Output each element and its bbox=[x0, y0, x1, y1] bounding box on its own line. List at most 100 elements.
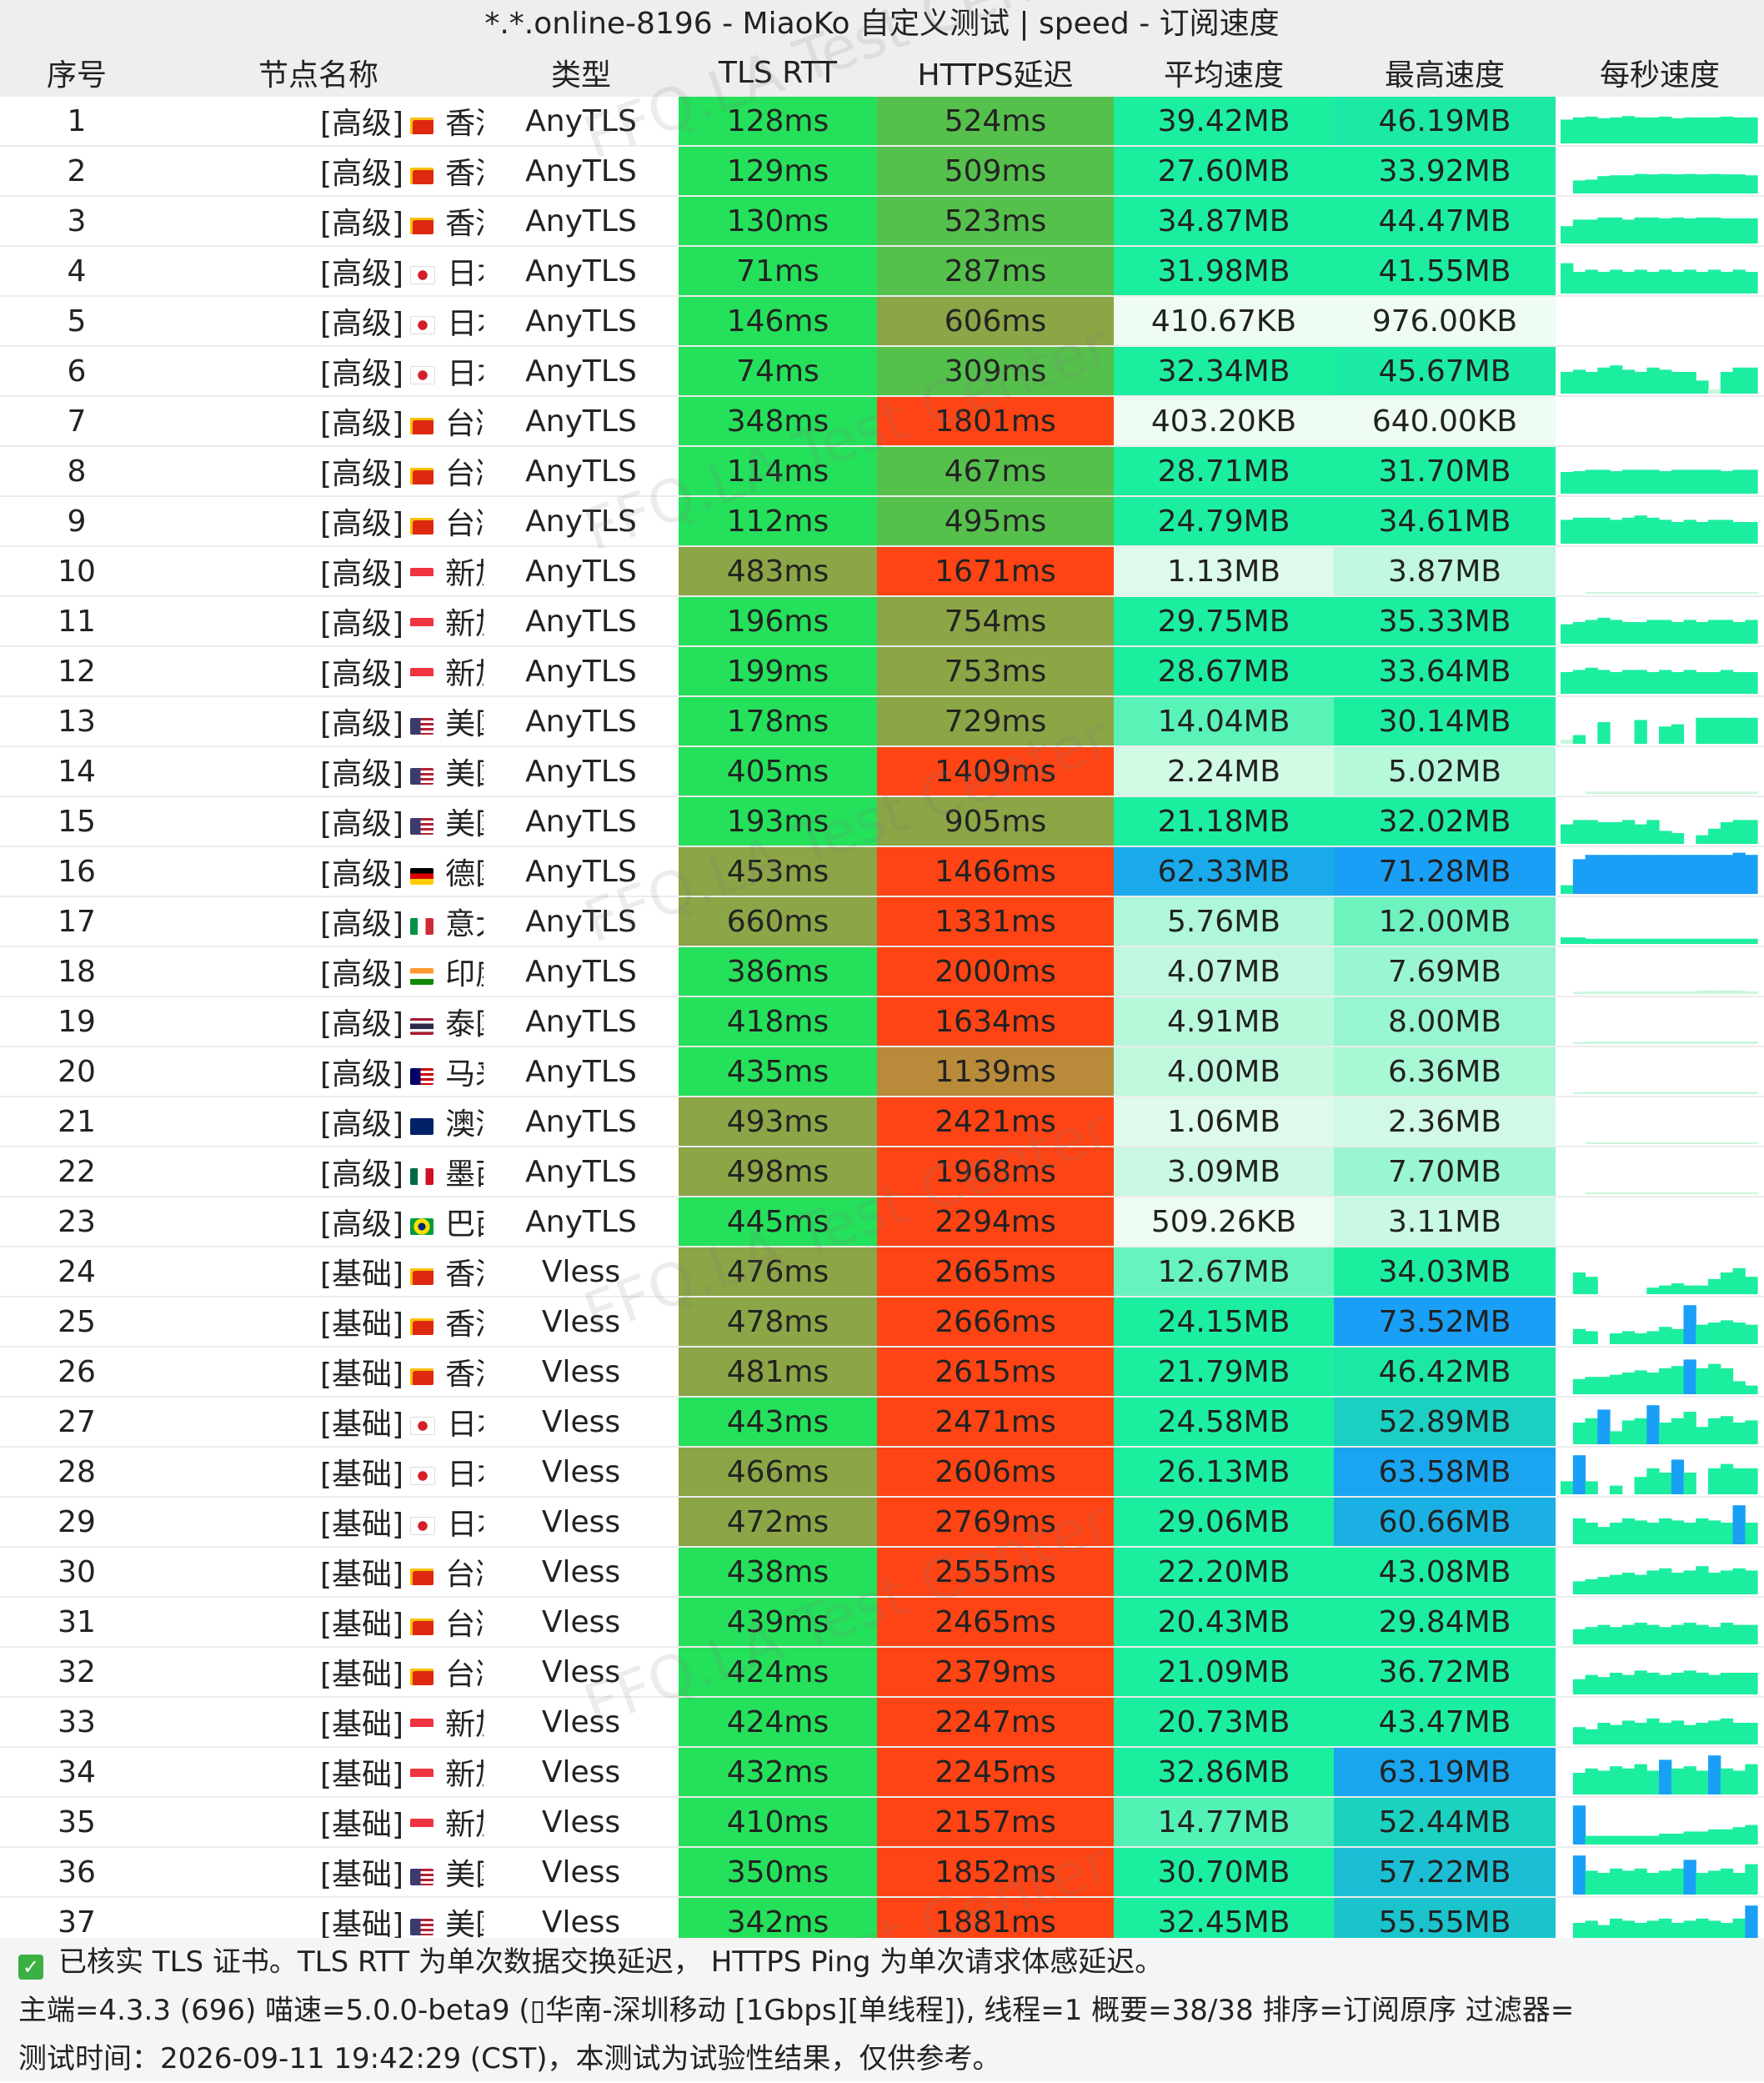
sparkline-bar bbox=[1659, 1192, 1672, 1194]
sparkline-bar bbox=[1634, 1092, 1647, 1094]
header-index[interactable]: 序号 bbox=[0, 48, 153, 97]
sparkline-bar bbox=[1597, 217, 1611, 243]
node-tier-label: [高级] bbox=[320, 457, 404, 491]
avg-speed-cell: 34.87MB bbox=[1114, 196, 1334, 247]
sparkline-bar bbox=[1597, 1770, 1611, 1794]
header-https-latency[interactable]: HTTPS延迟 bbox=[877, 48, 1114, 97]
protocol-type-cell: AnyTLS bbox=[484, 696, 679, 747]
table-row[interactable]: 31 [基础] 台湾 02Vless439ms2465ms20.43MB29.84M… bbox=[0, 1597, 1764, 1648]
sparkline-bar bbox=[1683, 1523, 1696, 1544]
sparkline-bar bbox=[1708, 1755, 1721, 1794]
table-row[interactable]: 23 [高级] 巴西 01AnyTLS445ms2294ms509.26KB3.11… bbox=[0, 1197, 1764, 1247]
table-row[interactable]: 12 [高级] 新加坡 03AnyTLS199ms753ms28.67MB33.64… bbox=[0, 646, 1764, 697]
table-row[interactable]: 15 [高级] 美国 03AnyTLS193ms905ms21.18MB32.02M… bbox=[0, 796, 1764, 847]
table-row[interactable]: 25 [基础] 香港 02Vless478ms2666ms24.15MB73.52M… bbox=[0, 1297, 1764, 1348]
table-row[interactable]: 11 [高级] 新加坡 02AnyTLS196ms754ms29.75MB35.33… bbox=[0, 596, 1764, 647]
avg-speed-cell: 29.06MB bbox=[1114, 1497, 1334, 1548]
sparkline-bar bbox=[1745, 117, 1758, 143]
sparkline-bar bbox=[1745, 1142, 1758, 1144]
protocol-type-cell: AnyTLS bbox=[484, 996, 679, 1047]
max-speed-cell: 3.87MB bbox=[1334, 546, 1556, 597]
sparkline-bar bbox=[1634, 1370, 1647, 1394]
header-node-name[interactable]: 节点名称 bbox=[153, 48, 484, 97]
node-name-label: 新加坡 01 bbox=[445, 557, 484, 591]
header-max-speed[interactable]: 最高速度 bbox=[1334, 48, 1556, 97]
sparkline-bar bbox=[1708, 1870, 1721, 1895]
sparkline-bar bbox=[1597, 855, 1611, 894]
table-row[interactable]: 28 [基础] 日本 02Vless466ms2606ms26.13MB63.58M… bbox=[0, 1447, 1764, 1498]
sparkline-bar bbox=[1671, 672, 1685, 694]
sparkline-bar bbox=[1696, 1873, 1709, 1895]
sparkline-bar bbox=[1671, 174, 1685, 193]
table-row[interactable]: 33 [基础] 新加坡 01Vless424ms2247ms20.73MB43.47… bbox=[0, 1697, 1764, 1748]
sparkline-bar bbox=[1621, 219, 1636, 243]
flag-sg-icon bbox=[410, 568, 434, 585]
speed-sparkline bbox=[1561, 116, 1758, 143]
sparkline-bar bbox=[1745, 1723, 1758, 1744]
table-row[interactable]: 27 [基础] 日本 01Vless443ms2471ms24.58MB52.89M… bbox=[0, 1397, 1764, 1448]
table-row[interactable]: 7 [高级] 台湾 01AnyTLS348ms1801ms403.20KB640.0… bbox=[0, 396, 1764, 447]
header-avg-speed[interactable]: 平均速度 bbox=[1114, 48, 1334, 97]
row-index-cell: 7 bbox=[0, 396, 153, 447]
sparkline-bar bbox=[1634, 1623, 1647, 1644]
table-row[interactable]: 13 [高级] 美国 01AnyTLS178ms729ms14.04MB30.14M… bbox=[0, 696, 1764, 747]
sparkline-bar bbox=[1720, 1829, 1734, 1845]
sparkline-bar bbox=[1621, 272, 1636, 294]
table-row[interactable]: 36 [基础] 美国 01Vless350ms1852ms30.70MB57.22M… bbox=[0, 1847, 1764, 1898]
table-row[interactable]: 24 [基础] 香港 01Vless476ms2665ms12.67MB34.03M… bbox=[0, 1247, 1764, 1297]
sparkline-bar bbox=[1671, 1366, 1685, 1394]
table-row[interactable]: 16 [高级] 德国 01AnyTLS453ms1466ms62.33MB71.28… bbox=[0, 846, 1764, 897]
table-row[interactable]: 10 [高级] 新加坡 01AnyTLS483ms1671ms1.13MB3.87M… bbox=[0, 546, 1764, 597]
sparkline-bar bbox=[1561, 885, 1574, 894]
node-name-label: 新加坡 02 bbox=[445, 1758, 484, 1792]
header-type[interactable]: 类型 bbox=[484, 48, 679, 97]
tls-rtt-cell: 74ms bbox=[679, 346, 877, 397]
table-row[interactable]: 17 [高级] 意大利 01AnyTLS660ms1331ms5.76MB12.00… bbox=[0, 896, 1764, 947]
sparkline-bar bbox=[1732, 938, 1746, 944]
table-row[interactable]: 34 [基础] 新加坡 02Vless432ms2245ms32.86MB63.19… bbox=[0, 1747, 1764, 1798]
row-index-cell: 11 bbox=[0, 596, 153, 647]
sparkline-bar bbox=[1720, 938, 1734, 944]
max-speed-cell: 30.14MB bbox=[1334, 696, 1556, 747]
header-tls-rtt[interactable]: TLS RTT bbox=[679, 48, 877, 97]
protocol-type-cell: AnyTLS bbox=[484, 946, 679, 997]
header-per-second-speed[interactable]: 每秒速度 bbox=[1556, 48, 1764, 97]
table-row[interactable]: 26 [基础] 香港 03Vless481ms2615ms21.79MB46.42M… bbox=[0, 1347, 1764, 1398]
sparkline-bar bbox=[1585, 938, 1598, 944]
table-row[interactable]: 29 [基础] 日本 03Vless472ms2769ms29.06MB60.66M… bbox=[0, 1497, 1764, 1548]
sparkline-bar bbox=[1745, 1324, 1758, 1344]
speed-sparkline bbox=[1561, 852, 1758, 894]
table-row[interactable]: 30 [基础] 台湾 01Vless438ms2555ms22.20MB43.08M… bbox=[0, 1547, 1764, 1598]
flag-us-icon bbox=[410, 768, 434, 785]
sparkline-bar bbox=[1732, 1323, 1746, 1344]
table-row[interactable]: 35 [基础] 新加坡 03Vless410ms2157ms14.77MB52.44… bbox=[0, 1797, 1764, 1848]
node-name-cell: [基础] 新加坡 01 bbox=[153, 1697, 484, 1748]
speed-sparkline bbox=[1572, 1092, 1758, 1094]
flag-sg-icon bbox=[410, 1769, 434, 1785]
table-row[interactable]: 22 [高级] 墨西哥 01AnyTLS498ms1968ms3.09MB7.70M… bbox=[0, 1147, 1764, 1197]
table-row[interactable]: 5 [高级] 日本 02AnyTLS146ms606ms410.67KB976.00… bbox=[0, 296, 1764, 347]
sparkline-bar bbox=[1621, 1674, 1636, 1694]
node-name-label: 新加坡 01 bbox=[445, 1708, 484, 1742]
avg-speed-cell: 24.58MB bbox=[1114, 1397, 1334, 1448]
sparkline-bar bbox=[1745, 1385, 1758, 1394]
node-tier-label: [基础] bbox=[320, 1858, 404, 1892]
sparkline-bar bbox=[1597, 1092, 1611, 1094]
node-name-label: 台湾 02 bbox=[445, 457, 484, 491]
avg-speed-cell: 28.71MB bbox=[1114, 446, 1334, 497]
table-row[interactable]: 32 [基础] 台湾 03Vless424ms2379ms21.09MB36.72M… bbox=[0, 1647, 1764, 1698]
sparkline-bar bbox=[1708, 1092, 1721, 1094]
sparkline-bar bbox=[1671, 1328, 1685, 1344]
